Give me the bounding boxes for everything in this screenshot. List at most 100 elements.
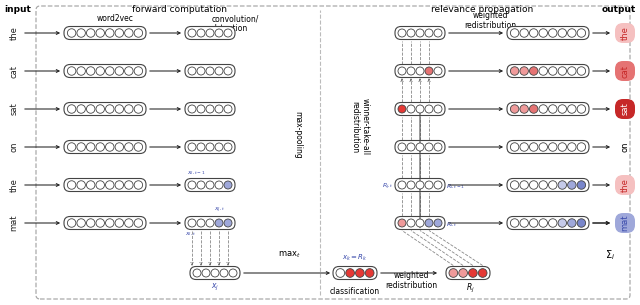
Text: sat: sat — [10, 102, 19, 115]
Circle shape — [106, 219, 114, 227]
Circle shape — [86, 29, 95, 37]
Text: $x_{i,t-1}$: $x_{i,t-1}$ — [187, 170, 206, 177]
Circle shape — [568, 143, 576, 151]
Circle shape — [96, 67, 104, 75]
Circle shape — [86, 219, 95, 227]
Circle shape — [478, 269, 487, 277]
Text: $R_{j,t}$: $R_{j,t}$ — [382, 182, 394, 192]
Text: $x_j$: $x_j$ — [211, 282, 219, 293]
Circle shape — [425, 67, 433, 75]
Circle shape — [416, 67, 424, 75]
Circle shape — [548, 181, 557, 189]
Text: forward computation: forward computation — [132, 5, 227, 14]
Circle shape — [558, 143, 566, 151]
Circle shape — [229, 269, 237, 277]
Circle shape — [224, 219, 232, 227]
Circle shape — [398, 105, 406, 113]
FancyBboxPatch shape — [395, 217, 445, 229]
Text: $R_j$: $R_j$ — [466, 282, 474, 295]
FancyBboxPatch shape — [395, 102, 445, 116]
Text: winner-take-all
redistribution: winner-take-all redistribution — [350, 99, 370, 156]
Circle shape — [206, 29, 214, 37]
FancyBboxPatch shape — [64, 102, 146, 116]
Circle shape — [224, 67, 232, 75]
Circle shape — [434, 29, 442, 37]
Circle shape — [449, 269, 458, 277]
FancyBboxPatch shape — [615, 213, 635, 233]
Text: the: the — [621, 26, 630, 40]
Circle shape — [529, 67, 538, 75]
Circle shape — [77, 67, 85, 75]
Text: max$_t$: max$_t$ — [278, 250, 301, 260]
Circle shape — [425, 143, 433, 151]
Circle shape — [398, 29, 406, 37]
Circle shape — [67, 29, 76, 37]
Circle shape — [197, 105, 205, 113]
Circle shape — [510, 219, 519, 227]
Circle shape — [224, 29, 232, 37]
Circle shape — [215, 219, 223, 227]
FancyBboxPatch shape — [185, 217, 235, 229]
Circle shape — [539, 219, 547, 227]
Circle shape — [115, 67, 124, 75]
Circle shape — [539, 67, 547, 75]
FancyBboxPatch shape — [333, 267, 377, 279]
Text: $x_{i,t}$: $x_{i,t}$ — [185, 231, 196, 238]
Circle shape — [106, 105, 114, 113]
FancyBboxPatch shape — [64, 217, 146, 229]
Text: $R_{i,t}$: $R_{i,t}$ — [446, 221, 458, 229]
Text: word2vec: word2vec — [97, 14, 134, 23]
FancyBboxPatch shape — [185, 64, 235, 77]
FancyBboxPatch shape — [615, 61, 635, 81]
Circle shape — [193, 269, 201, 277]
Circle shape — [577, 105, 586, 113]
Circle shape — [67, 219, 76, 227]
Circle shape — [468, 269, 477, 277]
Circle shape — [577, 181, 586, 189]
Circle shape — [548, 29, 557, 37]
Text: cat: cat — [621, 64, 630, 77]
Circle shape — [529, 219, 538, 227]
Circle shape — [77, 219, 85, 227]
Circle shape — [211, 269, 219, 277]
Circle shape — [115, 29, 124, 37]
Circle shape — [577, 219, 586, 227]
FancyBboxPatch shape — [395, 178, 445, 192]
Circle shape — [346, 269, 355, 277]
FancyBboxPatch shape — [185, 141, 235, 153]
Circle shape — [96, 143, 104, 151]
Circle shape — [568, 181, 576, 189]
Circle shape — [206, 67, 214, 75]
Circle shape — [224, 181, 232, 189]
Circle shape — [188, 29, 196, 37]
Circle shape — [197, 219, 205, 227]
Circle shape — [86, 143, 95, 151]
Text: classification: classification — [330, 287, 380, 296]
Circle shape — [529, 181, 538, 189]
Circle shape — [548, 143, 557, 151]
Circle shape — [115, 143, 124, 151]
Circle shape — [77, 181, 85, 189]
Circle shape — [188, 143, 196, 151]
Circle shape — [407, 181, 415, 189]
Circle shape — [206, 219, 214, 227]
Circle shape — [407, 219, 415, 227]
Circle shape — [407, 29, 415, 37]
Circle shape — [425, 181, 433, 189]
FancyBboxPatch shape — [64, 178, 146, 192]
Circle shape — [520, 181, 529, 189]
Text: the: the — [621, 178, 630, 192]
Circle shape — [520, 29, 529, 37]
Circle shape — [77, 105, 85, 113]
FancyBboxPatch shape — [507, 102, 589, 116]
Circle shape — [96, 29, 104, 37]
Text: cat: cat — [10, 64, 19, 77]
Circle shape — [134, 219, 143, 227]
Circle shape — [224, 105, 232, 113]
Circle shape — [407, 143, 415, 151]
Circle shape — [77, 29, 85, 37]
Text: sat: sat — [621, 102, 630, 115]
Text: weighted
redistribution: weighted redistribution — [385, 271, 437, 290]
Circle shape — [106, 143, 114, 151]
Circle shape — [520, 105, 529, 113]
